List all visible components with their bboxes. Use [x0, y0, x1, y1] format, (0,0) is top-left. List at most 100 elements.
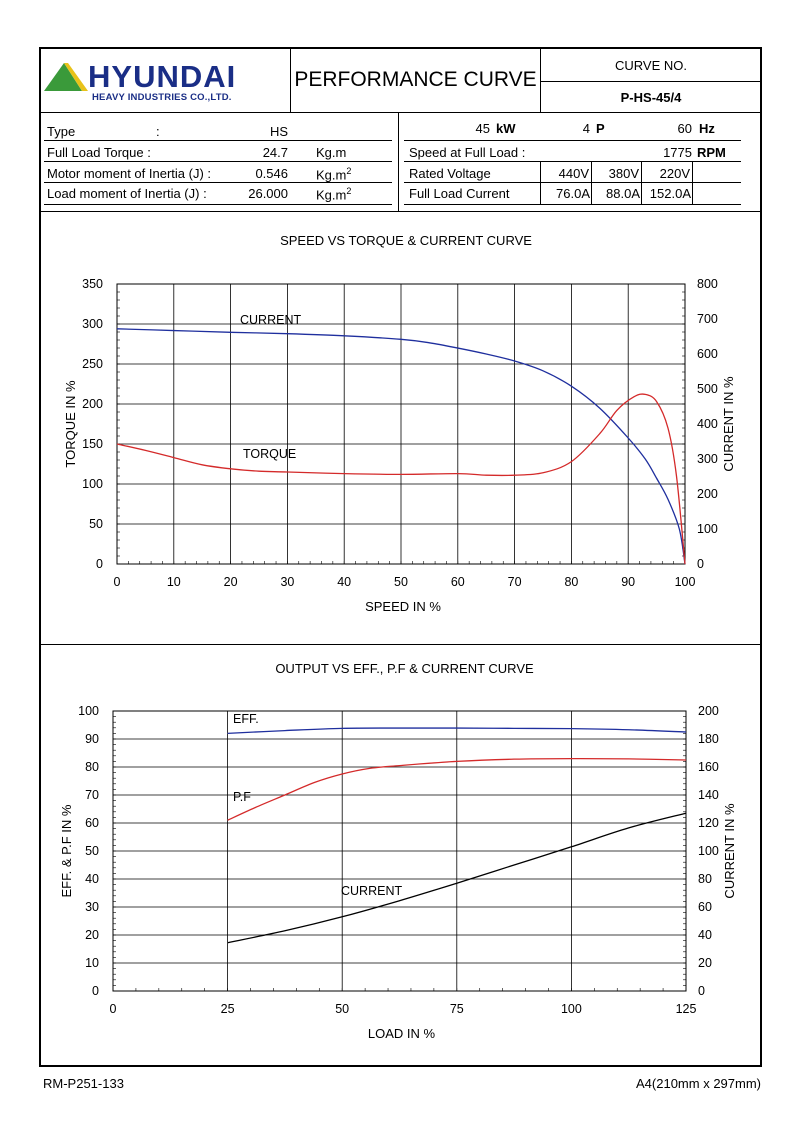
chart1-annotation-torque: TORQUE — [243, 447, 296, 461]
sheet-frame — [39, 47, 762, 1067]
chart1-y2tick-label: 700 — [697, 312, 718, 326]
chart2-series-p-f-line — [227, 757, 687, 821]
chart2-series-current-line — [227, 812, 687, 944]
spec-speed-unit: RPM — [697, 145, 726, 160]
chart2-y2tick-label: 40 — [698, 928, 712, 942]
chart2-ytick-label: 90 — [85, 732, 99, 746]
spec-freq-value: 60 — [677, 121, 692, 136]
chart1-ytick-label: 350 — [82, 277, 103, 291]
spec-motor-inertia-label: Motor moment of Inertia (J) : — [47, 166, 211, 181]
spec-current-label: Full Load Current — [409, 186, 510, 201]
logo-subtitle: HEAVY INDUSTRIES CO.,LTD. — [92, 92, 232, 103]
footer-doc-code: RM-P251-133 — [43, 1076, 124, 1091]
spec-poles-value: 4 — [582, 121, 590, 136]
chart2-y2tick-label: 200 — [698, 704, 719, 718]
chart2-ytick-label: 20 — [85, 928, 99, 942]
spec-power-value: 45 — [475, 121, 490, 136]
chart2-ytick-label: 70 — [85, 788, 99, 802]
spec-torque-label: Full Load Torque : — [47, 145, 151, 160]
chart2-xtick-label: 100 — [561, 1002, 582, 1016]
chart2-xtick-label: 125 — [676, 1002, 697, 1016]
spec-voltage-440: 440V — [558, 166, 589, 181]
chart2-y2label: CURRENT IN % — [722, 803, 737, 899]
chart2-xlabel: LOAD IN % — [368, 1026, 436, 1041]
chart1-y2tick-label: 200 — [697, 487, 718, 501]
chart1-y2tick-label: 300 — [697, 452, 718, 466]
spec-load-inertia-value: 26.000 — [248, 186, 288, 201]
logo-triangle-icon — [44, 63, 88, 91]
spec-current-440: 76.0A — [556, 186, 590, 201]
chart1-xtick-label: 10 — [167, 575, 181, 589]
chart2-ytick-label: 50 — [85, 844, 99, 858]
chart1-xtick-label: 50 — [394, 575, 408, 589]
chart2-y2tick-label: 20 — [698, 956, 712, 970]
spec-bottom-rule — [40, 211, 761, 212]
chart1-series-current-line — [116, 328, 686, 565]
chart2-annotation-p-f: P.F — [233, 790, 251, 804]
chart1-ytick-label: 50 — [89, 517, 103, 531]
spec-speed-label: Speed at Full Load : — [409, 145, 526, 160]
chart1-ytick-label: 150 — [82, 437, 103, 451]
spec-type-colon: : — [156, 124, 160, 139]
chart2-y2tick-label: 140 — [698, 788, 719, 802]
footer-paper-size: A4(210mm x 297mm) — [636, 1076, 761, 1091]
chart2-xtick-label: 75 — [450, 1002, 464, 1016]
company-logo: HYUNDAI HEAVY INDUSTRIES CO.,LTD. — [44, 58, 288, 108]
chart1-plot-border — [116, 283, 686, 565]
spec-type-label: Type — [47, 124, 76, 139]
header-sep-1 — [290, 48, 291, 112]
chart2-y2tick-label: 80 — [698, 872, 712, 886]
page-title: PERFORMANCE CURVE — [294, 68, 537, 91]
spec-speed-value: 1775 — [663, 145, 692, 160]
chart1-xtick-label: 90 — [621, 575, 635, 589]
chart1-ytick-label: 0 — [96, 557, 103, 571]
chart1-annotation-current: CURRENT — [240, 313, 301, 327]
chart1-y2tick-label: 800 — [697, 277, 718, 291]
chart1-xtick-label: 70 — [508, 575, 522, 589]
header-sep-2 — [540, 48, 541, 112]
chart2-y2tick-label: 60 — [698, 900, 712, 914]
spec-power-unit: kW — [496, 121, 516, 136]
chart2-y2tick-label: 0 — [698, 984, 705, 998]
logo-name: HYUNDAI — [88, 59, 237, 94]
chart2-xtick-label: 0 — [110, 1002, 117, 1016]
chart2-ytick-label: 100 — [78, 704, 99, 718]
chart2-xtick-label: 25 — [221, 1002, 235, 1016]
chart2-plot-border — [112, 710, 687, 992]
chart2-y2tick-label: 100 — [698, 844, 719, 858]
spec-freq-unit: Hz — [699, 121, 715, 136]
chart1-ytick-label: 100 — [82, 477, 103, 491]
chart1-ytick-label: 250 — [82, 357, 103, 371]
chart2-xtick-label: 50 — [335, 1002, 349, 1016]
chart2-y2tick-label: 120 — [698, 816, 719, 830]
chart1-ytick-label: 200 — [82, 397, 103, 411]
spec-torque-unit: Kg.m — [316, 145, 347, 160]
chart2-annotation-current: CURRENT — [341, 884, 402, 898]
chart2-y2tick-label: 180 — [698, 732, 719, 746]
chart1-title: SPEED VS TORQUE & CURRENT CURVE — [280, 233, 532, 248]
chart1-y2tick-label: 0 — [697, 557, 704, 571]
chart2-series-eff-line — [227, 727, 687, 735]
spec-current-380: 88.0A — [606, 186, 640, 201]
chart2-ylabel: EFF. & P.F IN % — [59, 804, 74, 897]
spec-torque-value: 24.7 — [262, 145, 288, 160]
spec-poles-unit: P — [596, 121, 605, 136]
chart1-xlabel: SPEED IN % — [365, 599, 441, 614]
chart1-xtick-label: 60 — [451, 575, 465, 589]
spec-load-inertia-unit: Kg.m2 — [316, 186, 352, 203]
chart1-xtick-label: 40 — [337, 575, 351, 589]
spec-motor-inertia-unit: Kg.m2 — [316, 166, 352, 183]
chart1-xtick-label: 100 — [675, 575, 696, 589]
chart1-xtick-label: 80 — [564, 575, 578, 589]
chart1-xtick-label: 20 — [224, 575, 238, 589]
chart1-ytick-label: 300 — [82, 317, 103, 331]
chart2-annotation-eff: EFF. — [233, 712, 259, 726]
spec-voltage-label: Rated Voltage — [409, 166, 491, 181]
chart2-ytick-label: 40 — [85, 872, 99, 886]
chart1-series-torque-line — [116, 393, 686, 565]
spec-load-inertia-label: Load moment of Inertia (J) : — [47, 186, 207, 201]
chart2-ytick-label: 80 — [85, 760, 99, 774]
chart2-ytick-label: 60 — [85, 816, 99, 830]
chart1-xtick-label: 30 — [280, 575, 294, 589]
